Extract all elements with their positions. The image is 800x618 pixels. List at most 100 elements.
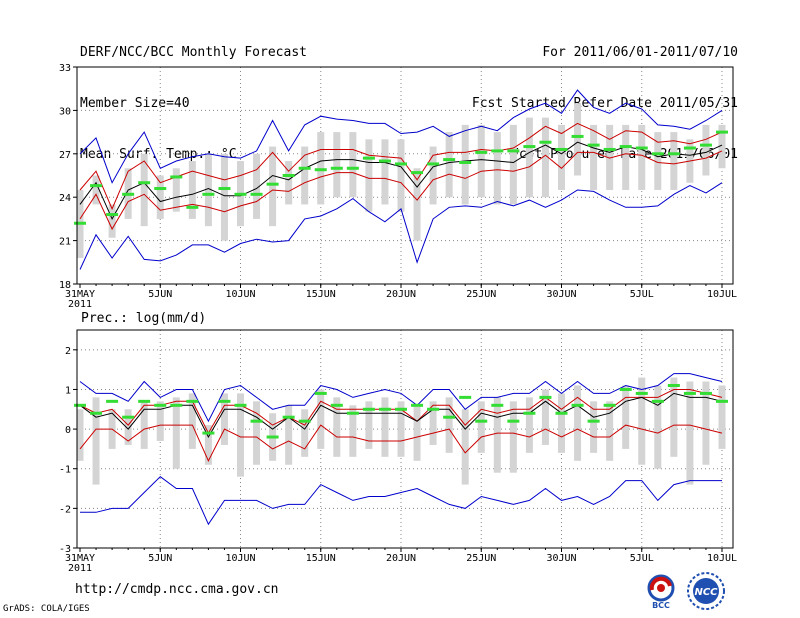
obs-marker [443, 158, 456, 162]
spread-box [220, 153, 228, 241]
x-tick-label: 31MAY [65, 289, 95, 300]
spread-box [301, 146, 309, 205]
spread-box [718, 385, 726, 449]
spread-box [638, 377, 646, 465]
spread-box [172, 397, 180, 469]
obs-marker [346, 166, 359, 170]
obs-marker [683, 391, 696, 395]
x-tick-label: 25JUN [466, 553, 496, 564]
grads-credit: GrADS: COLA/IGES [3, 604, 90, 614]
obs-marker [539, 140, 552, 144]
obs-marker [362, 407, 375, 411]
x-tick-label: 15JUN [306, 289, 336, 300]
spread-box [397, 401, 405, 457]
spread-box [702, 124, 710, 176]
spread-box [156, 401, 164, 441]
y-tick-label: -3 [59, 544, 71, 555]
spread-box [349, 405, 357, 457]
spread-box [381, 139, 389, 205]
spread-box [638, 124, 646, 190]
y-tick-label: 24 [59, 193, 71, 204]
series-max-line [79, 373, 723, 423]
spread-box [365, 401, 373, 449]
spread-box [654, 385, 662, 469]
obs-marker [475, 419, 488, 423]
spread-box [718, 124, 726, 169]
x-tick-label: 25JUN [466, 289, 496, 300]
obs-marker [411, 403, 424, 407]
spread-box [269, 146, 277, 227]
obs-marker [122, 415, 135, 419]
spread-box [670, 377, 678, 457]
footer-url[interactable]: http://cmdp.ncc.cma.gov.cn [75, 582, 279, 597]
spread-box [285, 405, 293, 465]
obs-marker [186, 205, 199, 209]
y-tick-label: 33 [59, 63, 71, 74]
obs-marker [362, 156, 375, 160]
obs-marker [667, 152, 680, 156]
obs-marker [314, 168, 327, 172]
x-tick-year-label: 2011 [68, 563, 92, 574]
obs-marker [250, 419, 263, 423]
spread-box [558, 393, 565, 453]
series-upper-line [79, 122, 723, 211]
spread-box [397, 139, 405, 212]
header-member-size: Member Size=40 [80, 96, 190, 111]
series-mean-line [79, 392, 723, 439]
spread-box [654, 132, 662, 190]
series-min-line [80, 476, 722, 526]
spread-box [92, 397, 100, 485]
x-tick-label: 5JUL [630, 289, 654, 300]
spread-box [413, 168, 421, 241]
obs-marker [266, 182, 279, 186]
obs-marker [459, 395, 472, 399]
obs-marker [523, 145, 536, 149]
spread-box [156, 175, 164, 219]
plot-frame [76, 329, 734, 549]
spread-box [461, 124, 469, 205]
obs-marker [346, 411, 359, 415]
obs-marker [250, 192, 263, 196]
y-tick-label: 1 [65, 385, 71, 396]
spread-box [558, 124, 565, 190]
obs-marker [202, 192, 215, 196]
bcc-logo: BCC [647, 574, 675, 610]
y-tick-label: 30 [59, 106, 71, 117]
obs-marker [491, 403, 504, 407]
spread-box [493, 132, 501, 205]
obs-marker [619, 145, 632, 149]
obs-marker [651, 152, 664, 156]
spread-box [365, 139, 373, 212]
obs-marker [555, 411, 568, 415]
obs-marker [619, 387, 632, 391]
obs-marker [298, 419, 311, 423]
obs-marker [523, 411, 536, 415]
spread-box [429, 146, 437, 205]
x-tick-label: 10JUL [707, 289, 737, 300]
spread-box [413, 405, 421, 461]
spread-box [140, 153, 148, 227]
obs-marker [298, 166, 311, 170]
spread-box [670, 132, 678, 190]
obs-marker [234, 403, 247, 407]
obs-marker [106, 399, 119, 403]
obs-marker [603, 403, 616, 407]
spread-box [574, 103, 582, 176]
spread-box [477, 401, 485, 453]
obs-marker [138, 399, 151, 403]
spread-box [317, 389, 325, 449]
spread-box [525, 397, 533, 453]
obs-marker [330, 166, 343, 170]
y-tick-label: 0 [65, 425, 71, 436]
x-tick-label: 15JUN [306, 553, 336, 564]
ncc-logo-disc [693, 578, 719, 604]
obs-marker [106, 213, 119, 217]
spread-box [606, 401, 614, 461]
spread-box [622, 385, 630, 449]
obs-marker [186, 399, 199, 403]
obs-marker [90, 184, 103, 188]
obs-marker [539, 395, 552, 399]
obs-marker [699, 391, 712, 395]
spread-box [237, 393, 244, 477]
y-tick-label: 21 [59, 237, 71, 248]
